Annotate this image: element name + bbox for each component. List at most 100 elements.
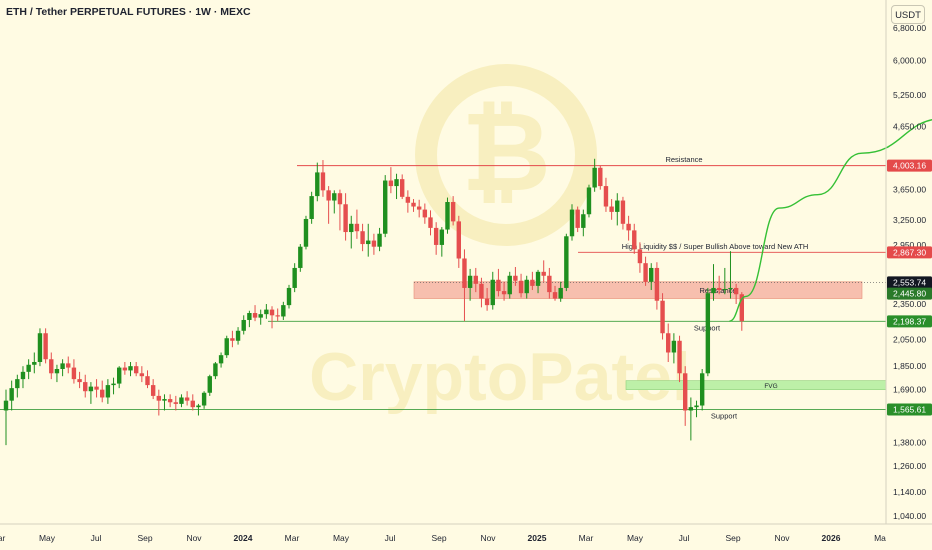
- candle: [388, 167, 394, 194]
- candle: [654, 262, 660, 310]
- price-tags: 4,003.162,867.302,553.742,454.212,445.80…: [887, 159, 932, 416]
- candle-body: [196, 405, 201, 408]
- candle-body: [626, 223, 631, 231]
- candle-body: [37, 333, 43, 362]
- y-tick-label: 1,850.00: [893, 361, 926, 371]
- candle: [71, 359, 77, 384]
- candle: [615, 193, 620, 226]
- candle: [445, 197, 450, 234]
- candle-body: [643, 263, 648, 282]
- candle: [167, 394, 173, 408]
- currency-button[interactable]: USDT: [891, 5, 925, 24]
- candle-body: [711, 287, 716, 294]
- candle-body: [173, 402, 178, 404]
- candle-body: [32, 361, 37, 365]
- candle-body: [530, 279, 535, 286]
- svg-text:₿: ₿: [461, 91, 551, 214]
- price-tag-label: 2,553.74: [893, 277, 926, 287]
- candle-body: [309, 196, 314, 219]
- candle: [83, 374, 88, 398]
- candle: [416, 199, 422, 218]
- candle: [569, 204, 575, 241]
- candle-body: [649, 267, 654, 282]
- candle-body: [564, 236, 569, 288]
- candle: [354, 209, 360, 239]
- candle: [133, 361, 139, 377]
- candle-body: [699, 373, 705, 406]
- candle-body: [15, 379, 20, 389]
- candle: [111, 377, 116, 395]
- candle-body: [264, 309, 269, 315]
- candle: [711, 264, 716, 301]
- candle: [54, 364, 60, 383]
- x-tick-label: 2025: [528, 533, 547, 543]
- candle: [218, 352, 224, 368]
- candle: [371, 233, 377, 255]
- candle-body: [156, 395, 162, 401]
- candle: [422, 203, 428, 224]
- candle: [162, 394, 167, 411]
- candle-body: [428, 217, 433, 228]
- candle-body: [275, 315, 280, 317]
- price-tag: 2,553.74: [887, 276, 932, 289]
- candle-body: [592, 167, 597, 188]
- x-tick-label: Ma: [874, 533, 886, 543]
- price-tag-label: 2,445.80: [893, 289, 926, 299]
- candle-body: [179, 397, 184, 404]
- candle: [49, 352, 54, 380]
- x-axis-ticks: Mar May Jul Sep Nov 2024 Mar May Jul Sep Nov 2025 Ma…: [0, 533, 886, 543]
- candle-body: [411, 202, 416, 207]
- candle: [518, 273, 524, 298]
- candle-body: [422, 209, 428, 218]
- candle-body: [315, 172, 320, 197]
- candle-body: [26, 364, 31, 372]
- candle: [213, 361, 218, 380]
- candle-body: [683, 373, 688, 411]
- candle-body: [439, 229, 445, 245]
- candle-body: [467, 275, 473, 288]
- candle: [269, 306, 275, 329]
- candle: [360, 223, 365, 252]
- candle-body: [162, 399, 167, 401]
- candle-body: [105, 385, 111, 398]
- candle: [632, 223, 637, 254]
- x-tick-label: Jul: [679, 533, 690, 543]
- candle: [66, 356, 71, 374]
- x-tick-label: Nov: [480, 533, 496, 543]
- candle-body: [292, 267, 297, 288]
- candle: [394, 173, 399, 200]
- x-tick-label: 2024: [234, 533, 253, 543]
- candle: [326, 186, 331, 224]
- projection-path: [729, 119, 932, 322]
- candle: [309, 191, 314, 224]
- axes: [0, 0, 932, 525]
- candle-body: [632, 230, 637, 250]
- candle-body: [230, 338, 235, 341]
- candle: [400, 174, 405, 200]
- candle-body: [224, 338, 229, 356]
- price-tag-label: 1,565.61: [893, 405, 926, 415]
- candle: [150, 379, 156, 400]
- candle: [535, 269, 541, 294]
- y-tick-label: 3,250.00: [893, 215, 926, 225]
- x-tick-label: Sep: [725, 533, 740, 543]
- y-tick-label: 2,050.00: [893, 334, 926, 344]
- candle-body: [360, 231, 365, 245]
- x-tick-label: Mar: [0, 533, 5, 543]
- candle: [179, 394, 184, 408]
- candle-body: [598, 167, 603, 187]
- candles: [3, 158, 744, 446]
- price-tag: 4,003.16: [887, 159, 932, 172]
- candle-body: [666, 333, 671, 353]
- candle-body: [49, 359, 54, 374]
- candle: [298, 244, 303, 272]
- candle: [677, 335, 682, 383]
- candle-body: [133, 366, 139, 374]
- candle: [230, 330, 235, 348]
- candle-body: [190, 400, 195, 408]
- price-tag-bg: [887, 315, 932, 328]
- candle-body: [100, 389, 105, 398]
- candle: [666, 323, 671, 362]
- candle: [343, 193, 348, 241]
- candle: [575, 206, 580, 233]
